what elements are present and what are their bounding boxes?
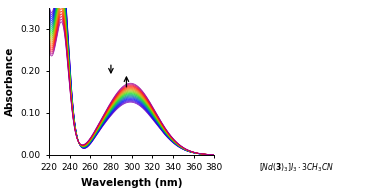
Y-axis label: Absorbance: Absorbance (5, 46, 15, 116)
Text: $[Nd(\mathbf{3})_3]I_3 \cdot 3CH_3CN$: $[Nd(\mathbf{3})_3]I_3 \cdot 3CH_3CN$ (259, 161, 335, 174)
X-axis label: Wavelength (nm): Wavelength (nm) (81, 178, 182, 188)
